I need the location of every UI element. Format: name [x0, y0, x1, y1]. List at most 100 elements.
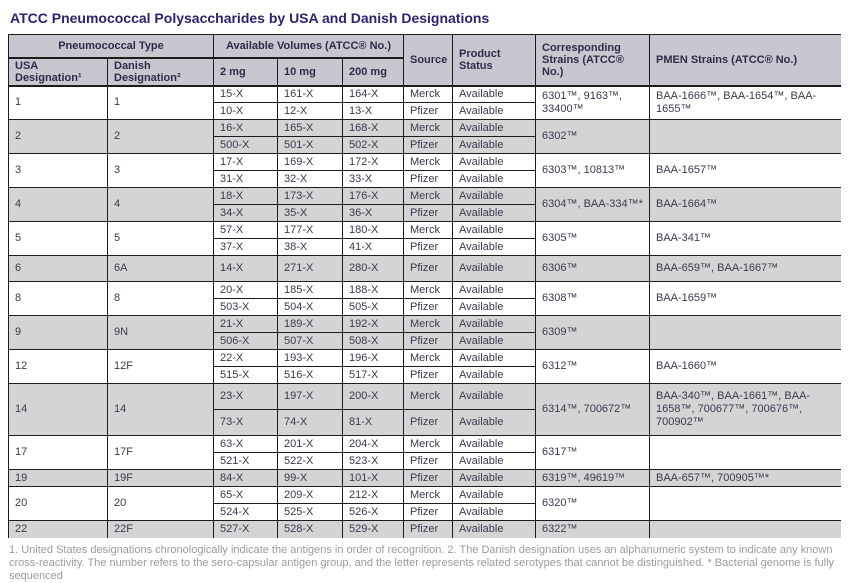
volume-200mg-cell: 505-X [342, 298, 404, 316]
status-cell: Available [452, 298, 536, 316]
source-cell: Pfizer [403, 255, 453, 282]
table-row: 4 4 18-X 173-X 176-X Merck Available 6304™, BAA… [8, 187, 841, 222]
volume-200mg-cell: 502-X [342, 136, 404, 154]
status-cell: Available [452, 221, 536, 239]
volume-2mg-cell: 22-X [213, 349, 278, 367]
volume-200mg-cell: 101-X [342, 469, 404, 487]
danish-designation-cell: 3 [107, 153, 214, 188]
volume-10mg-cell: 507-X [277, 332, 343, 350]
volume-200mg-cell: 523-X [342, 452, 404, 470]
table-row: 34-X 35-X 36-X Pfizer Available [9, 204, 841, 222]
volume-200mg-cell: 33-X [342, 170, 404, 188]
table-row: 500-X 501-X 502-X Pfizer Available [9, 136, 841, 154]
status-cell: Available [452, 187, 536, 205]
header-source: Source [403, 34, 453, 87]
volume-200mg-cell: 41-X [342, 238, 404, 256]
usa-designation-cell: 20 [8, 486, 108, 521]
volume-2mg-cell: 17-X [213, 153, 278, 171]
source-cell: Pfizer [403, 332, 453, 350]
table-row: 503-X 504-X 505-X Pfizer Available [9, 298, 841, 316]
volume-2mg-cell: 521-X [213, 452, 278, 470]
pmen-cell: BAA-1657™ [649, 153, 841, 188]
table-header: Pneumococcal Type Available Volumes (ATC… [8, 34, 841, 87]
table-row: 31-X 32-X 33-X Pfizer Available [9, 170, 841, 188]
volume-2mg-cell: 23-X [213, 383, 278, 410]
status-cell: Available [452, 409, 536, 436]
header-available-volumes: Available Volumes (ATCC® No.) [213, 34, 404, 59]
strains-cell: 6312™ [535, 349, 650, 384]
volume-2mg-cell: 20-X [213, 281, 278, 299]
source-cell: Pfizer [403, 409, 453, 436]
volume-2mg-cell: 524-X [213, 503, 278, 521]
status-cell: Available [452, 315, 536, 333]
danish-designation-cell: 8 [107, 281, 214, 316]
source-cell: Merck [403, 435, 453, 453]
table-row: 506-X 507-X 508-X Pfizer Available [9, 332, 841, 350]
usa-designation-cell: 3 [8, 153, 108, 188]
usa-designation-cell: 4 [8, 187, 108, 222]
volume-200mg-cell: 192-X [342, 315, 404, 333]
pmen-cell: BAA-1659™ [649, 281, 841, 316]
table-row: 10-X 12-X 13-X Pfizer Available [9, 102, 841, 120]
table-row: 37-X 38-X 41-X Pfizer Available [9, 238, 841, 256]
volume-10mg-cell: 189-X [277, 315, 343, 333]
usa-designation-cell: 1 [8, 85, 108, 120]
status-cell: Available [452, 238, 536, 256]
table-row: 14 14 23-X 197-X 200-X Merck Available 6314™, 7… [8, 383, 841, 436]
volume-200mg-cell: 168-X [342, 119, 404, 137]
table-row: 22 22F 527-X 528-X 529-X Pfizer Available 6322™ [8, 520, 841, 538]
danish-designation-cell: 22F [107, 520, 214, 538]
table-row: 20 20 65-X 209-X 212-X Merck Available 6320™ [8, 486, 841, 521]
pneumococcal-table: Pneumococcal Type Available Volumes (ATC… [8, 34, 841, 538]
pmen-cell: BAA-341™ [649, 221, 841, 256]
status-cell: Available [452, 435, 536, 453]
pmen-cell [649, 520, 841, 538]
pmen-cell [649, 119, 841, 154]
strains-cell: 6301™, 9163™, 33400™ [535, 85, 650, 120]
usa-designation-cell: 22 [8, 520, 108, 538]
volume-2mg-cell: 37-X [213, 238, 278, 256]
table-row: 17 17F 63-X 201-X 204-X Merck Available 6317™ [8, 435, 841, 470]
volume-10mg-cell: 38-X [277, 238, 343, 256]
source-cell: Merck [403, 315, 453, 333]
table-row: 2 2 16-X 165-X 168-X Merck Available 6302™ [8, 119, 841, 154]
pmen-cell: BAA-657™, 700905™* [649, 469, 841, 487]
source-cell: Merck [403, 153, 453, 171]
volume-10mg-cell: 35-X [277, 204, 343, 222]
volume-200mg-cell: 529-X [342, 520, 404, 538]
strains-cell: 6317™ [535, 435, 650, 470]
strains-cell: 6302™ [535, 119, 650, 154]
source-cell: Merck [403, 85, 453, 103]
volume-10mg-cell: 522-X [277, 452, 343, 470]
table-row: 1 1 15-X 161-X 164-X Merck Available 6301™, 916… [8, 85, 841, 120]
volume-2mg-cell: 14-X [213, 255, 278, 282]
pmen-cell [649, 486, 841, 521]
header-row-2: USA Designation¹ Danish Designation² 2 m… [8, 57, 841, 87]
status-cell: Available [452, 153, 536, 171]
volume-10mg-cell: 161-X [277, 85, 343, 103]
usa-designation-cell: 2 [8, 119, 108, 154]
volume-200mg-cell: 508-X [342, 332, 404, 350]
volume-10mg-cell: 165-X [277, 119, 343, 137]
usa-designation-cell: 19 [8, 469, 108, 487]
source-cell: Pfizer [403, 170, 453, 188]
volume-2mg-cell: 31-X [213, 170, 278, 188]
status-cell: Available [452, 469, 536, 487]
table-row: 515-X 516-X 517-X Pfizer Available [9, 366, 841, 384]
table-row: 6 6A 14-X 271-X 280-X Pfizer Available 6306™ BAA… [8, 255, 841, 282]
usa-designation-cell: 6 [8, 255, 108, 282]
source-cell: Pfizer [403, 520, 453, 538]
volume-200mg-cell: 164-X [342, 85, 404, 103]
volume-10mg-cell: 74-X [277, 409, 343, 436]
volume-2mg-cell: 10-X [213, 102, 278, 120]
status-cell: Available [452, 85, 536, 103]
header-product-status: Product Status [452, 34, 536, 87]
source-cell: Pfizer [403, 366, 453, 384]
status-cell: Available [452, 119, 536, 137]
header-200mg: 200 mg [342, 57, 404, 87]
volume-10mg-cell: 516-X [277, 366, 343, 384]
strains-cell: 6319™, 49619™ [535, 469, 650, 487]
header-10mg: 10 mg [277, 57, 343, 87]
volume-200mg-cell: 517-X [342, 366, 404, 384]
table-row: 19 19F 84-X 99-X 101-X Pfizer Available 6319™, … [8, 469, 841, 487]
